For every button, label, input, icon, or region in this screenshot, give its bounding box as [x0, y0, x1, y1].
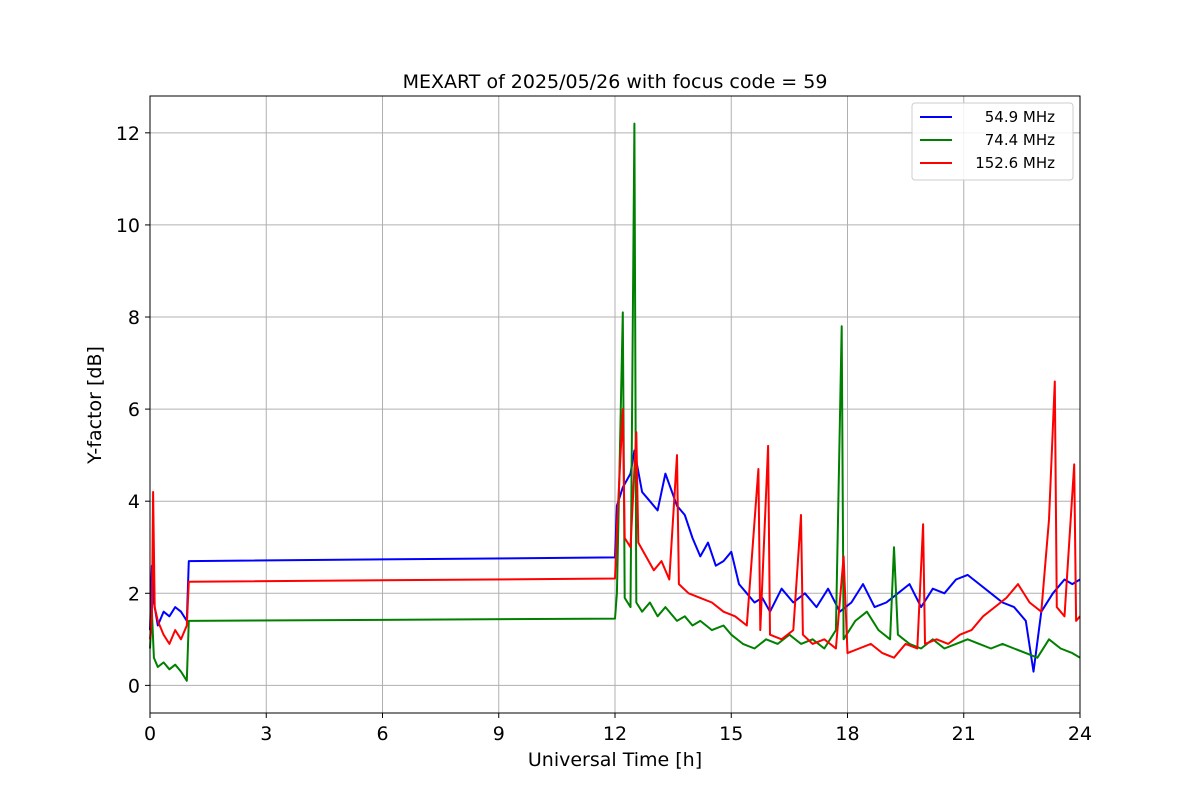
legend-box — [911, 102, 1074, 181]
y-tick-label: 6 — [128, 399, 140, 421]
legend: 54.9 MHz 74.4 MHz 152.6 MHz — [911, 102, 1074, 181]
legend-label-1: 74.4 MHz — [985, 131, 1055, 149]
x-tick-label: 24 — [1068, 723, 1092, 745]
x-tick-label: 15 — [719, 723, 743, 745]
x-tick-label: 9 — [493, 723, 505, 745]
x-tick-label: 21 — [952, 723, 976, 745]
series-line-0 — [149, 449, 1081, 673]
x-tick-label: 12 — [603, 723, 627, 745]
x-tick-label: 0 — [144, 723, 156, 745]
x-tick-label: 6 — [376, 723, 388, 745]
series-layer — [149, 122, 1081, 682]
legend-label-2: 152.6 MHz — [975, 154, 1055, 172]
y-tick-label: 0 — [128, 675, 140, 697]
series-line-2 — [149, 380, 1081, 659]
chart-title: MEXART of 2025/05/26 with focus code = 5… — [403, 71, 828, 93]
y-axis-label: Y-factor [dB] — [84, 346, 106, 465]
y-tick-label: 12 — [116, 123, 140, 145]
legend-label-0: 54.9 MHz — [985, 108, 1055, 126]
x-axis-label: Universal Time [h] — [528, 749, 702, 771]
y-tick-label: 4 — [128, 491, 140, 513]
x-tick-label: 18 — [835, 723, 859, 745]
series-line-1 — [149, 122, 1081, 682]
y-tick-label: 8 — [128, 307, 140, 329]
y-tick-label: 2 — [128, 583, 140, 605]
y-tick-label: 10 — [116, 215, 140, 237]
x-tick-label: 3 — [260, 723, 272, 745]
